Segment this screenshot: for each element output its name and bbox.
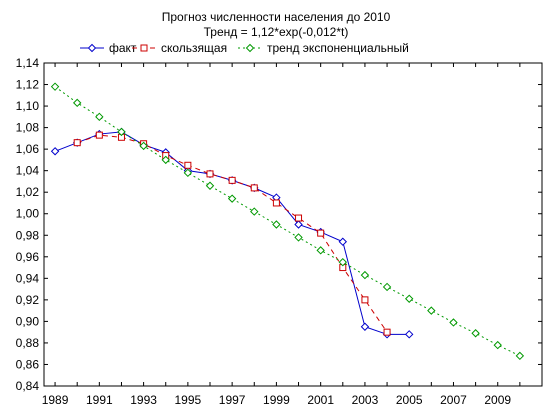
data-point	[50, 147, 60, 156]
y-tick-label: 0,94	[16, 271, 40, 285]
data-point	[50, 82, 60, 91]
y-tick-label: 1,06	[16, 142, 40, 156]
data-point	[183, 168, 193, 178]
y-tick-label: 1,02	[16, 185, 40, 199]
legend-item: скользящая	[132, 41, 227, 55]
x-tick-label: 1997	[219, 393, 246, 407]
data-point	[449, 318, 458, 327]
y-tick-label: 1,04	[16, 164, 40, 178]
legend-swatch-marker	[140, 44, 148, 52]
data-point	[206, 170, 214, 178]
data-point	[227, 194, 237, 203]
plot-frame	[43, 62, 543, 387]
series-1	[73, 131, 391, 336]
y-tick-label: 0,84	[16, 379, 40, 393]
data-point	[383, 328, 391, 336]
series-line	[77, 134, 388, 333]
data-point	[117, 127, 126, 137]
y-tick-label: 1,00	[16, 207, 40, 221]
data-point	[250, 184, 258, 192]
x-tick-label: 2001	[307, 393, 334, 407]
data-point	[427, 306, 436, 315]
data-point	[205, 181, 215, 190]
data-point	[95, 131, 103, 139]
data-point	[493, 340, 502, 350]
series-line	[54, 131, 410, 335]
legend-swatch-marker	[87, 43, 97, 53]
series-line	[54, 86, 521, 357]
y-tick-label: 0,92	[16, 293, 40, 307]
data-point	[404, 294, 414, 303]
series-2	[50, 82, 525, 361]
data-point	[471, 329, 480, 338]
data-point	[272, 199, 280, 207]
chart-title: Прогноз численности населения до 2010	[162, 10, 391, 24]
legend-label: тренд экспоненциальный	[267, 41, 409, 55]
data-point	[250, 207, 259, 216]
data-point	[294, 220, 303, 229]
y-tick-label: 0,90	[16, 314, 40, 328]
data-point	[515, 351, 525, 361]
series-0	[50, 127, 414, 339]
data-point	[73, 139, 81, 147]
data-point	[95, 112, 104, 122]
data-point	[161, 155, 170, 165]
chart-subtitle: Тренд = 1,12*exp(-0,012*t)	[204, 25, 349, 39]
data-point	[272, 220, 281, 229]
data-point	[338, 257, 348, 267]
legend: факт скользящая тренд экспоненциальный	[80, 41, 409, 55]
legend-swatch-marker	[245, 43, 255, 53]
x-tick-label: 1995	[175, 393, 202, 407]
data-point	[360, 322, 370, 331]
data-point	[294, 233, 303, 242]
x-tick-label: 1993	[130, 393, 157, 407]
x-tick-label: 2009	[484, 393, 511, 407]
x-tick-label: 1999	[263, 393, 290, 407]
x-tick-label: 1991	[86, 393, 113, 407]
y-tick-label: 0,96	[16, 250, 40, 264]
data-point	[361, 296, 369, 304]
legend-label: факт	[109, 41, 137, 55]
data-point	[184, 161, 192, 169]
y-tick-label: 1,10	[16, 99, 40, 113]
data-point	[139, 141, 148, 151]
data-point	[316, 246, 325, 255]
y-tick-label: 1,08	[16, 121, 40, 135]
y-tick-label: 1,12	[16, 78, 40, 92]
legend-item: тренд экспоненциальный	[238, 41, 409, 55]
x-tick-label: 2005	[396, 393, 423, 407]
x-tick-label: 2007	[440, 393, 467, 407]
axes: 0,84 0,86 0,88 0,90 0,92 0,94 0,96 0,98 1,00 1,02…	[16, 56, 543, 407]
data-point	[317, 229, 325, 237]
y-tick-label: 0,98	[16, 228, 40, 242]
legend-label: скользящая	[161, 41, 227, 55]
legend-item: факт	[80, 41, 137, 55]
y-tick-label: 1,14	[16, 56, 40, 70]
x-tick-label: 2003	[352, 393, 379, 407]
x-tick-label: 1989	[42, 393, 69, 407]
y-tick-label: 0,88	[16, 336, 40, 350]
y-tick-label: 0,86	[16, 357, 40, 371]
plot-area	[50, 82, 525, 361]
data-point	[382, 282, 392, 292]
data-point	[72, 98, 82, 108]
data-point	[338, 237, 348, 246]
data-point	[360, 270, 370, 280]
data-point	[295, 214, 303, 222]
data-point	[404, 330, 414, 339]
data-point	[228, 176, 236, 184]
